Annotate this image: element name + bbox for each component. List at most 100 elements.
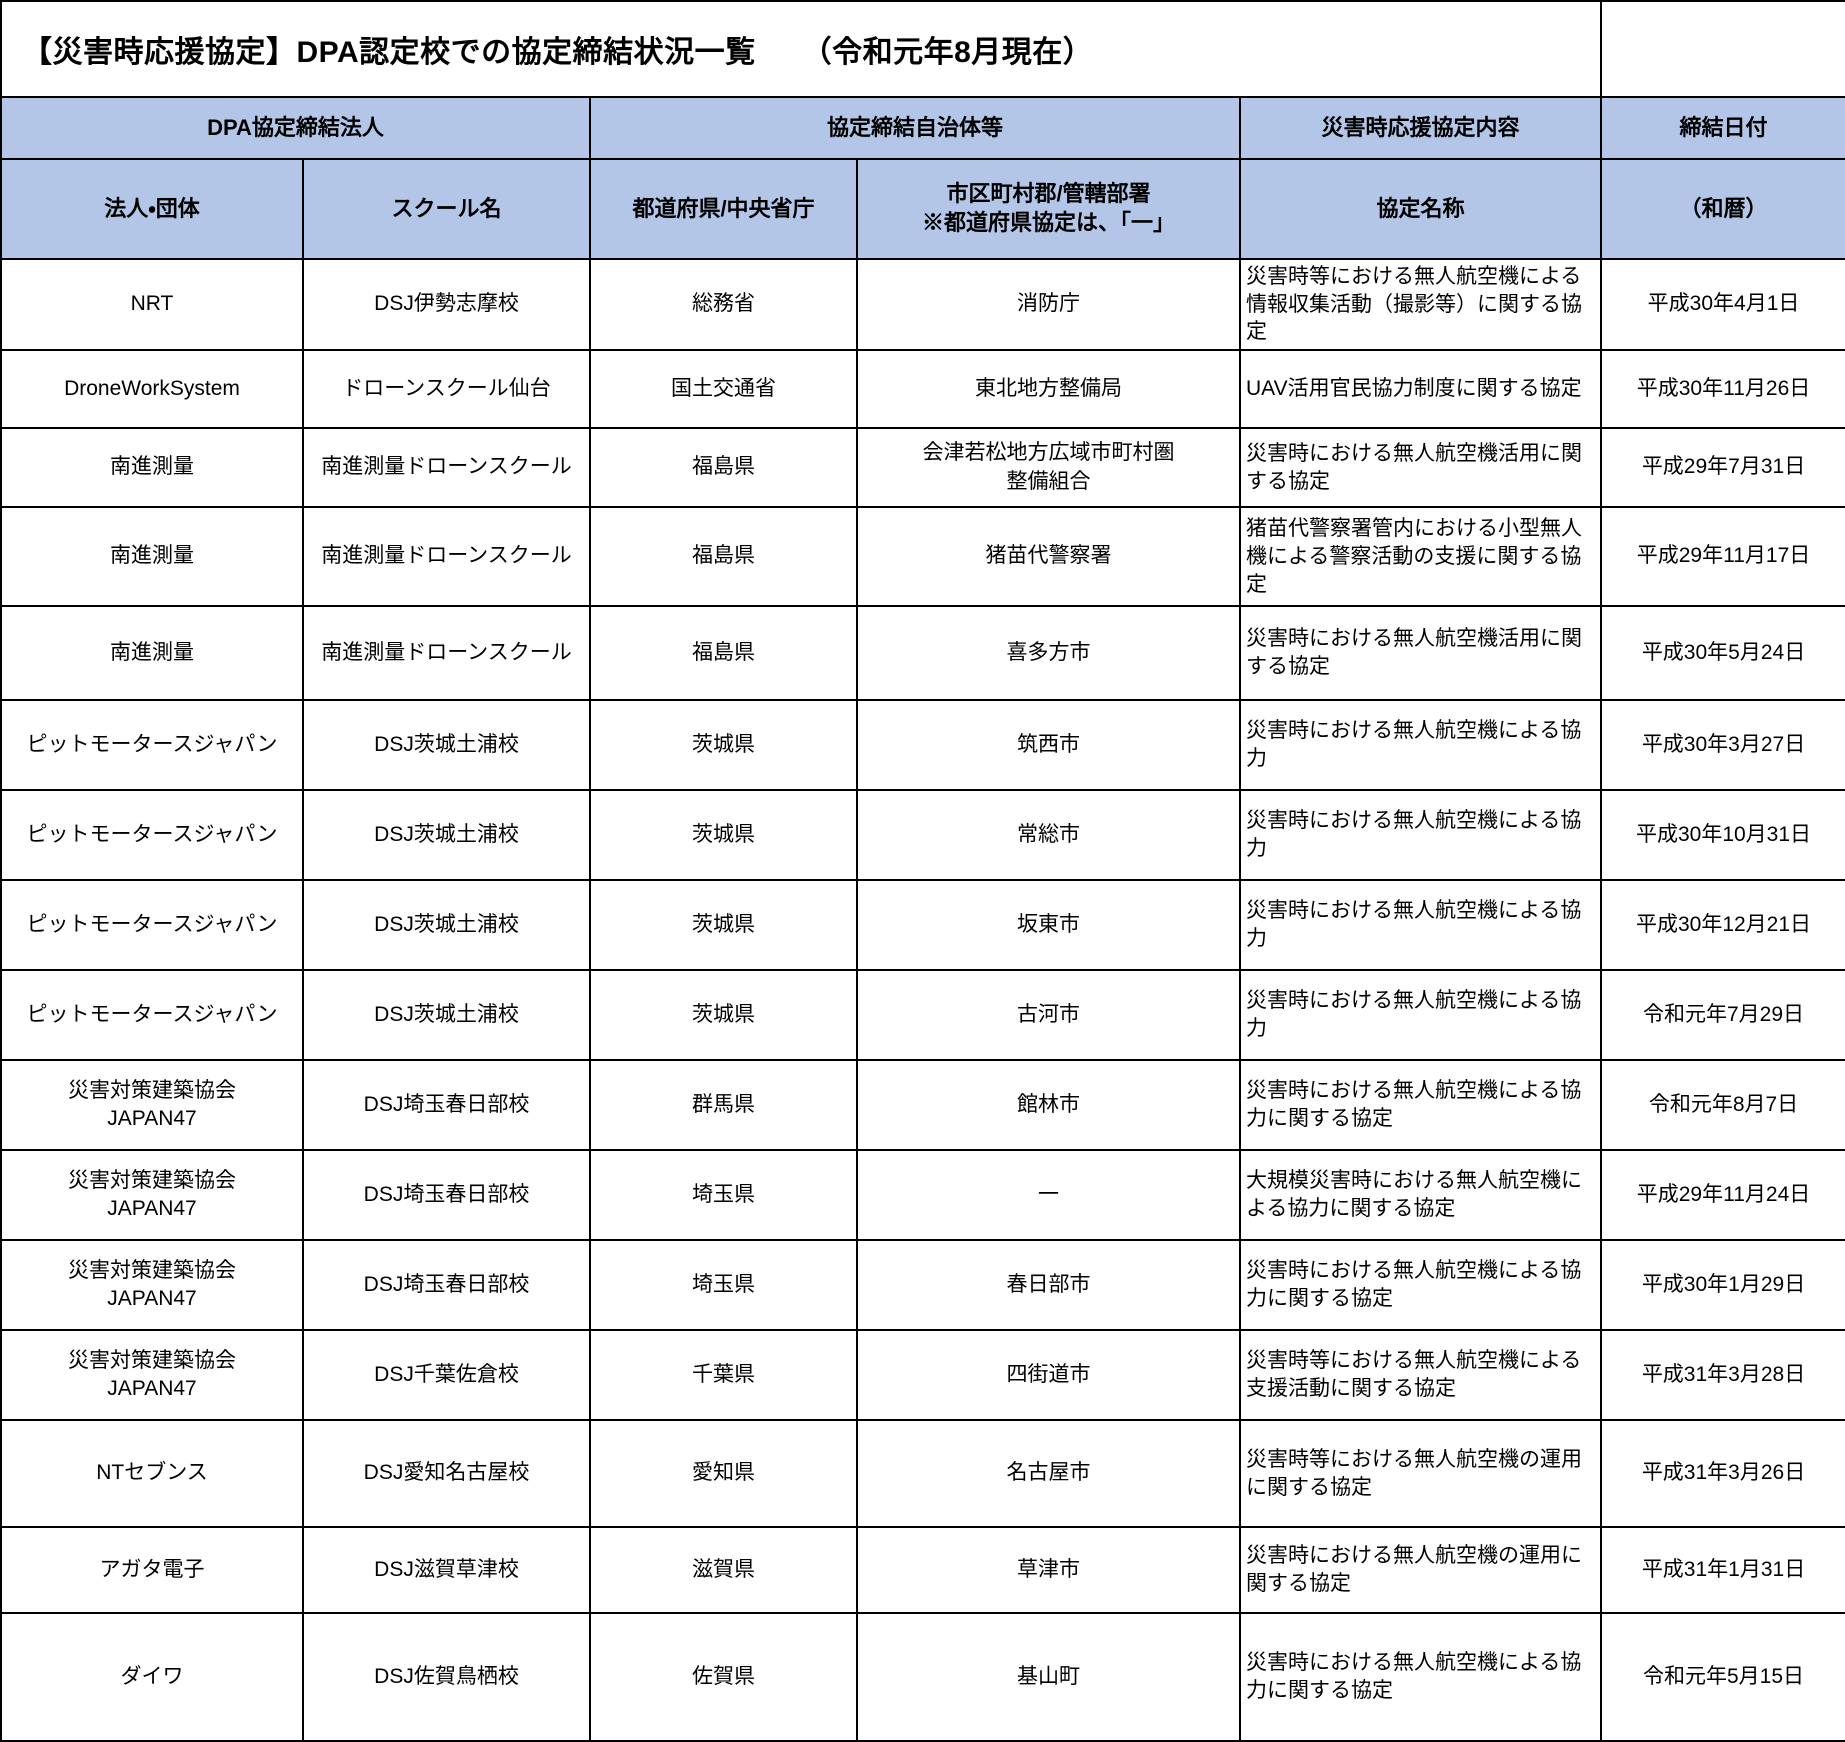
- cell-corporation: 災害対策建築協会 JAPAN47: [0, 1239, 304, 1332]
- cell-corporation: NTセブンス: [0, 1419, 304, 1529]
- table-row: 南進測量 南進測量ドローンスクール 福島県 喜多方市 災害時における無人航空機活…: [0, 605, 1845, 702]
- cell-school: DSJ茨城土浦校: [302, 969, 591, 1062]
- table-row: NRT DSJ伊勢志摩校 総務省 消防庁 災害時等における無人航空機による情報収…: [0, 257, 1845, 352]
- cell-municipality: 四街道市: [856, 1329, 1241, 1422]
- header-group-corporation: DPA協定締結法人: [0, 96, 591, 160]
- cell-municipality: 一: [856, 1149, 1241, 1242]
- cell-corporation: ピットモータースジャパン: [0, 879, 304, 972]
- cell-prefecture: 総務省: [589, 257, 858, 352]
- cell-corporation: ピットモータースジャパン: [0, 699, 304, 792]
- cell-prefecture: 愛知県: [589, 1419, 858, 1529]
- cell-corporation: 南進測量: [0, 605, 304, 702]
- cell-municipality: 消防庁: [856, 257, 1241, 352]
- cell-municipality: 草津市: [856, 1526, 1241, 1615]
- header-sub-row: 法人・団体 スクール名 都道府県/中央省庁 市区町村郡/管轄部署 ※都道府県協定…: [0, 158, 1845, 260]
- cell-agreement: 災害時における無人航空機による協力: [1238, 879, 1603, 972]
- cell-municipality: 会津若松地方広域市町村圏 整備組合: [856, 427, 1241, 509]
- header-group-date: 締結日付: [1600, 96, 1845, 160]
- table-row: 南進測量 南進測量ドローンスクール 福島県 猪苗代警察署 猪苗代警察署管内におけ…: [0, 506, 1845, 608]
- cell-corporation: 南進測量: [0, 506, 304, 608]
- cell-school: DSJ伊勢志摩校: [302, 257, 591, 352]
- cell-prefecture: 茨城県: [589, 879, 858, 972]
- cell-municipality: 猪苗代警察署: [856, 506, 1241, 608]
- column-header-agreement: 協定名称: [1238, 158, 1603, 260]
- cell-agreement: 災害時における無人航空機活用に関する協定: [1238, 427, 1603, 509]
- cell-prefecture: 国土交通省: [589, 349, 858, 430]
- cell-municipality: 喜多方市: [856, 605, 1241, 702]
- cell-prefecture: 埼玉県: [589, 1149, 858, 1242]
- cell-prefecture: 茨城県: [589, 789, 858, 882]
- page-title: 【災害時応援協定】DPA認定校での協定締結状況一覧 （令和元年8月現在）: [0, 0, 1603, 98]
- cell-date: 平成30年11月26日: [1600, 349, 1845, 430]
- cell-school: DSJ佐賀鳥栖校: [302, 1612, 591, 1742]
- cell-school: DSJ滋賀草津校: [302, 1526, 591, 1615]
- cell-municipality: 基山町: [856, 1612, 1241, 1742]
- cell-date: 平成31年1月31日: [1600, 1526, 1845, 1615]
- cell-prefecture: 茨城県: [589, 699, 858, 792]
- table-row: ピットモータースジャパン DSJ茨城土浦校 茨城県 古河市 災害時における無人航…: [0, 969, 1845, 1062]
- cell-prefecture: 福島県: [589, 605, 858, 702]
- cell-date: 平成30年4月1日: [1600, 257, 1845, 352]
- cell-date: 平成30年12月21日: [1600, 879, 1845, 972]
- cell-municipality: 坂東市: [856, 879, 1241, 972]
- cell-agreement: 災害時等における無人航空機による支援活動に関する協定: [1238, 1329, 1603, 1422]
- table-row: 南進測量 南進測量ドローンスクール 福島県 会津若松地方広域市町村圏 整備組合 …: [0, 427, 1845, 509]
- cell-date: 平成30年5月24日: [1600, 605, 1845, 702]
- cell-date: 平成31年3月28日: [1600, 1329, 1845, 1422]
- title-spacer-cell: [1600, 0, 1845, 98]
- cell-agreement: 災害時における無人航空機による協力: [1238, 699, 1603, 792]
- cell-prefecture: 埼玉県: [589, 1239, 858, 1332]
- cell-corporation: ピットモータースジャパン: [0, 789, 304, 882]
- table-row: ピットモータースジャパン DSJ茨城土浦校 茨城県 常総市 災害時における無人航…: [0, 789, 1845, 882]
- cell-prefecture: 千葉県: [589, 1329, 858, 1422]
- cell-school: DSJ埼玉春日部校: [302, 1059, 591, 1152]
- cell-corporation: DroneWorkSystem: [0, 349, 304, 430]
- cell-prefecture: 佐賀県: [589, 1612, 858, 1742]
- cell-school: DSJ茨城土浦校: [302, 699, 591, 792]
- column-header-school: スクール名: [302, 158, 591, 260]
- table-row: 災害対策建築協会 JAPAN47 DSJ埼玉春日部校 埼玉県 一 大規模災害時に…: [0, 1149, 1845, 1242]
- column-header-municipality: 市区町村郡/管轄部署 ※都道府県協定は、「一」: [856, 158, 1241, 260]
- table-row: NTセブンス DSJ愛知名古屋校 愛知県 名古屋市 災害時等における無人航空機の…: [0, 1419, 1845, 1529]
- cell-municipality: 筑西市: [856, 699, 1241, 792]
- table-row: 災害対策建築協会 JAPAN47 DSJ埼玉春日部校 群馬県 館林市 災害時にお…: [0, 1059, 1845, 1152]
- column-header-municipality-note: ※都道府県協定は、「一」: [921, 210, 1175, 235]
- cell-municipality: 常総市: [856, 789, 1241, 882]
- cell-municipality: 東北地方整備局: [856, 349, 1241, 430]
- cell-agreement: 災害時等における無人航空機の運用に関する協定: [1238, 1419, 1603, 1529]
- cell-agreement: 災害時における無人航空機による協力に関する協定: [1238, 1239, 1603, 1332]
- table-row: ピットモータースジャパン DSJ茨城土浦校 茨城県 坂東市 災害時における無人航…: [0, 879, 1845, 972]
- cell-date: 平成30年3月27日: [1600, 699, 1845, 792]
- cell-agreement: 災害時における無人航空機による協力に関する協定: [1238, 1059, 1603, 1152]
- cell-agreement: 災害時における無人航空機による協力: [1238, 789, 1603, 882]
- table-header: 【災害時応援協定】DPA認定校での協定締結状況一覧 （令和元年8月現在） DPA…: [0, 0, 1845, 260]
- header-group-agreement: 災害時応援協定内容: [1238, 96, 1603, 160]
- column-header-corporation: 法人・団体: [0, 158, 304, 260]
- table-row: アガタ電子 DSJ滋賀草津校 滋賀県 草津市 災害時における無人航空機の運用に関…: [0, 1526, 1845, 1615]
- title-row: 【災害時応援協定】DPA認定校での協定締結状況一覧 （令和元年8月現在）: [0, 0, 1845, 98]
- cell-date: 平成30年10月31日: [1600, 789, 1845, 882]
- cell-school: DSJ千葉佐倉校: [302, 1329, 591, 1422]
- table-row: ピットモータースジャパン DSJ茨城土浦校 茨城県 筑西市 災害時における無人航…: [0, 699, 1845, 792]
- cell-prefecture: 福島県: [589, 427, 858, 509]
- cell-school: DSJ茨城土浦校: [302, 879, 591, 972]
- table-row: 災害対策建築協会 JAPAN47 DSJ千葉佐倉校 千葉県 四街道市 災害時等に…: [0, 1329, 1845, 1422]
- cell-prefecture: 滋賀県: [589, 1526, 858, 1615]
- cell-school: DSJ愛知名古屋校: [302, 1419, 591, 1529]
- cell-date: 平成29年11月17日: [1600, 506, 1845, 608]
- cell-date: 令和元年5月15日: [1600, 1612, 1845, 1742]
- table-row: DroneWorkSystem ドローンスクール仙台 国土交通省 東北地方整備局…: [0, 349, 1845, 430]
- cell-municipality: 名古屋市: [856, 1419, 1241, 1529]
- cell-date: 平成30年1月29日: [1600, 1239, 1845, 1332]
- cell-corporation: アガタ電子: [0, 1526, 304, 1615]
- cell-corporation: ダイワ: [0, 1612, 304, 1742]
- cell-corporation: ピットモータースジャパン: [0, 969, 304, 1062]
- cell-date: 令和元年7月29日: [1600, 969, 1845, 1062]
- cell-corporation: 災害対策建築協会 JAPAN47: [0, 1059, 304, 1152]
- cell-date: 平成31年3月26日: [1600, 1419, 1845, 1529]
- cell-agreement: 大規模災害時における無人航空機による協力に関する協定: [1238, 1149, 1603, 1242]
- cell-school: DSJ埼玉春日部校: [302, 1149, 591, 1242]
- cell-prefecture: 茨城県: [589, 969, 858, 1062]
- cell-school: ドローンスクール仙台: [302, 349, 591, 430]
